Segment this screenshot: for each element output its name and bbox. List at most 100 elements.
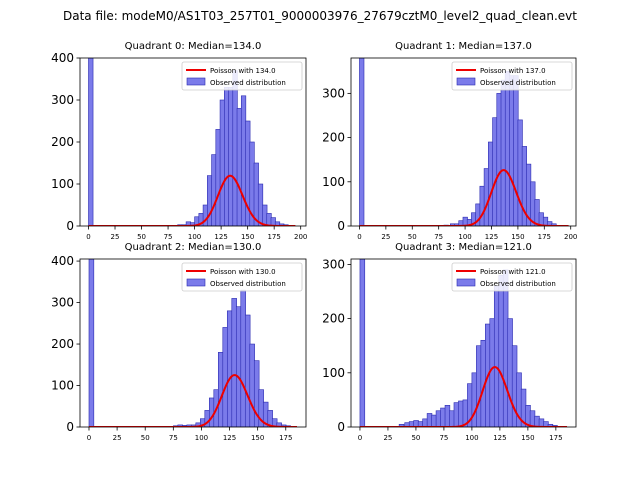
panel-title: Quadrant 2: Median=130.0 (125, 242, 262, 253)
histogram-bar (236, 108, 242, 226)
histogram-bar (88, 58, 94, 226)
histogram-bar (492, 117, 498, 226)
histogram-bar (444, 405, 451, 427)
plot-area (88, 58, 296, 226)
legend-box (181, 61, 303, 91)
histogram-bar (488, 141, 494, 226)
y-tick-label: 100 (51, 379, 74, 393)
histogram-bar (513, 75, 519, 226)
histogram-bar (476, 345, 482, 427)
histogram-bar (257, 183, 264, 226)
x-tick-label: 25 (381, 233, 390, 241)
x-tick-label: 200 (564, 233, 577, 241)
y-tick-label: 0 (337, 420, 345, 434)
histogram-bar (496, 93, 502, 226)
x-tick-label: 175 (538, 233, 551, 241)
x-tick-label: 50 (411, 434, 420, 442)
panel-title: Quadrant 1: Median=137.0 (395, 41, 532, 52)
y-tick-label: 200 (322, 312, 345, 326)
legend: Poisson with 130.0 Observed distribution (181, 262, 303, 292)
histogram-bar (235, 306, 242, 427)
histogram-bar (215, 129, 221, 226)
histogram-bar (211, 154, 217, 226)
x-tick-label: 125 (223, 434, 236, 442)
x-tick-label: 75 (169, 434, 178, 442)
y-tick-label: 300 (322, 257, 345, 271)
x-tick-label: 200 (294, 233, 307, 241)
histogram-bar (359, 259, 366, 427)
axes-frame (350, 258, 577, 428)
histogram-bar (219, 99, 225, 226)
axes-frame (350, 57, 577, 227)
histogram-bar (240, 289, 246, 427)
x-tick-label: 100 (188, 233, 201, 241)
y-tick-label: 0 (337, 219, 345, 233)
x-tick-label: 75 (439, 434, 448, 442)
histogram-bar (529, 410, 536, 427)
legend-label-poisson: Poisson with 121.0 (480, 268, 546, 276)
histogram-bar (240, 95, 247, 226)
histogram-bar (458, 400, 464, 427)
x-tick-label: 0 (358, 434, 362, 442)
histogram-bar (431, 414, 437, 427)
histogram-bar (502, 269, 509, 427)
histogram-bar (453, 402, 460, 427)
axes-frame (79, 258, 307, 428)
histogram-bar (435, 410, 442, 427)
x-tick-label: 150 (511, 233, 524, 241)
histogram-bar (228, 87, 234, 226)
x-tick-label: 25 (111, 233, 120, 241)
histogram-bar (493, 285, 500, 427)
histogram-bar (422, 418, 428, 427)
histogram-bar (534, 199, 540, 226)
x-tick-label: 50 (137, 233, 146, 241)
x-tick-label: 125 (493, 434, 506, 442)
histogram-bar (262, 204, 268, 226)
y-tick-label: 200 (51, 337, 74, 351)
histogram-bar (449, 410, 455, 427)
histogram-bar (498, 274, 504, 427)
quadrant-1-panel: Quadrant 1: Median=137.0 0 25 50 75 100 125 150… (322, 41, 577, 241)
x-tick-label: 125 (214, 233, 227, 241)
legend-bar-swatch (456, 77, 476, 86)
x-tick-label: 175 (267, 233, 280, 241)
histogram-bar (266, 213, 272, 226)
histogram-bar (483, 168, 489, 226)
x-tick-label: 50 (408, 233, 417, 241)
legend-bar-swatch (186, 77, 206, 86)
histogram-bar (500, 79, 506, 226)
legend-label-observed: Observed distribution (210, 79, 286, 87)
x-tick-label: 25 (383, 434, 392, 442)
x-tick-label: 100 (465, 434, 478, 442)
histogram-bar (538, 418, 545, 427)
y-tick-label: 200 (51, 135, 74, 149)
histogram-bar (249, 343, 255, 427)
legend: Poisson with 134.0 Observed distribution (181, 61, 303, 91)
histogram-bar (226, 310, 233, 427)
legend-bar-swatch (456, 278, 476, 287)
legend-box (451, 262, 573, 292)
histogram-bar (504, 70, 511, 226)
histogram-bar (471, 372, 478, 427)
histogram-bar (440, 407, 446, 427)
histogram-bar (426, 413, 433, 427)
histogram-bar (232, 70, 238, 226)
legend-label-poisson: Poisson with 134.0 (210, 67, 276, 75)
x-tick-label: 25 (113, 434, 122, 442)
x-tick-label: 175 (549, 434, 562, 442)
histogram-bar (489, 318, 495, 427)
y-tick-label: 300 (51, 93, 74, 107)
x-tick-label: 175 (279, 434, 292, 442)
x-tick-label: 50 (141, 434, 150, 442)
y-tick-label: 0 (66, 420, 74, 434)
x-tick-label: 75 (434, 233, 443, 241)
y-tick-label: 0 (66, 219, 74, 233)
legend: Poisson with 137.0 Observed distribution (451, 61, 573, 91)
legend-label-poisson: Poisson with 130.0 (210, 268, 276, 276)
panel-title: Quadrant 3: Median=121.0 (395, 242, 532, 253)
x-tick-label: 0 (87, 434, 91, 442)
x-tick-label: 0 (357, 233, 361, 241)
histogram-bar (253, 162, 259, 226)
x-tick-label: 100 (458, 233, 471, 241)
